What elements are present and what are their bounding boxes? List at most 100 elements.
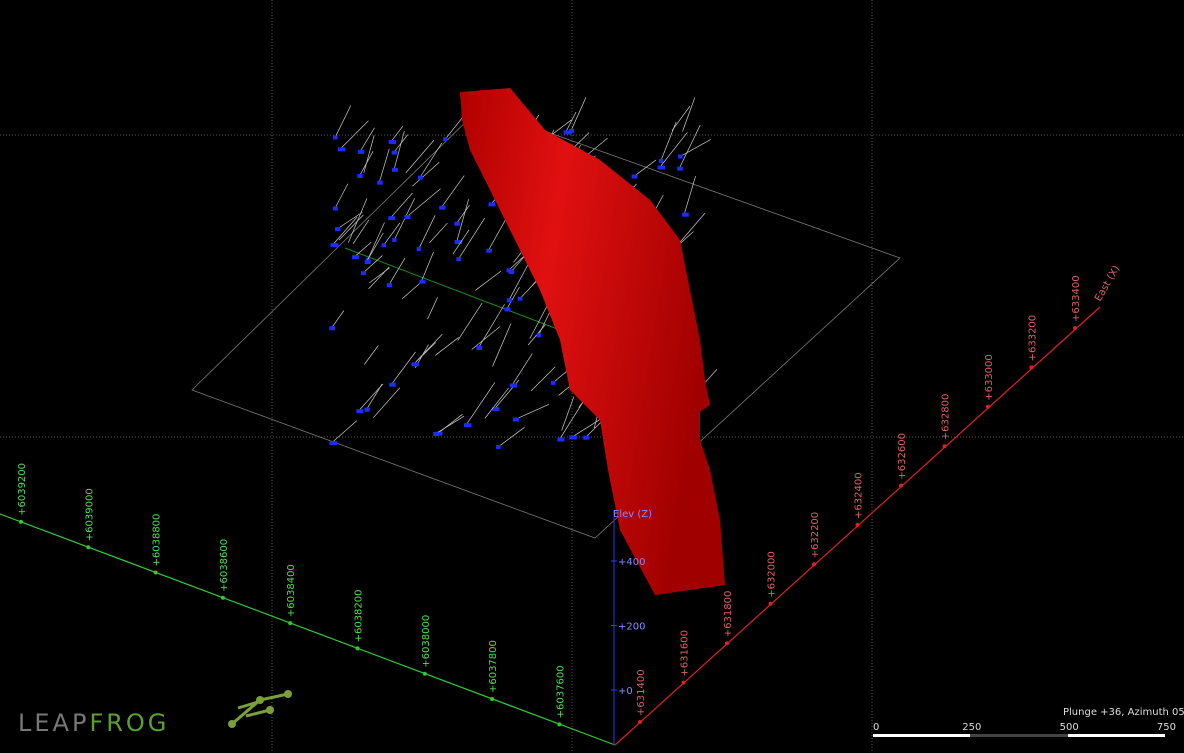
drillhole-sample [504, 307, 511, 312]
drillhole-sample [536, 333, 542, 338]
east-tick-label: +632600 [897, 433, 908, 480]
drillhole-sample [512, 417, 520, 422]
drillhole-trace [506, 286, 520, 310]
drillhole-trace [334, 105, 352, 138]
drillhole-sample [334, 227, 341, 232]
logo-icon [256, 696, 264, 704]
drillhole-sample [388, 216, 396, 221]
drillhole-trace [332, 216, 358, 246]
drillhole-sample [333, 135, 338, 140]
logo-part: LEAP [18, 709, 89, 737]
drillhole-sample [496, 444, 501, 449]
east-tick-label: +633400 [1071, 275, 1082, 322]
drillhole-trace [484, 387, 509, 419]
drillhole-trace [440, 175, 465, 208]
drillhole-trace [362, 255, 383, 274]
logo-icon [266, 706, 274, 714]
logo-icon [228, 720, 236, 728]
drillhole-trace [565, 111, 577, 133]
drillhole-sample [419, 279, 426, 284]
drillhole-sample [337, 147, 346, 152]
drillhole-trace [678, 124, 701, 169]
drillhole-trace [373, 387, 401, 418]
logo-icon [284, 690, 292, 698]
east-tick-label: +632000 [767, 551, 778, 598]
drillhole-trace [570, 97, 587, 132]
drillhole-sample [377, 180, 383, 185]
north-tick-label: +6038800 [152, 514, 163, 567]
drillhole-trace [511, 353, 533, 386]
drillhole-trace [359, 127, 375, 153]
drillhole-trace [401, 282, 421, 300]
drillhole-sample [352, 255, 359, 260]
drillhole-sample [583, 435, 590, 440]
drillhole-trace [571, 417, 604, 438]
drillhole-sample [329, 326, 336, 331]
north-axis-line [0, 513, 616, 746]
drillhole-trace [406, 188, 441, 218]
logo-text: LEAPFROG [18, 709, 169, 737]
drillhole-trace [390, 351, 416, 385]
drillhole-sample [417, 175, 423, 180]
drillhole-sample [392, 238, 397, 243]
drillhole-sample [357, 174, 363, 179]
drillhole-trace [456, 199, 469, 243]
drillhole-sample [569, 435, 577, 440]
east-tick-label: +633200 [1028, 315, 1039, 362]
east-tick [855, 523, 860, 527]
drillhole-sample [631, 174, 638, 179]
drillhole-trace [429, 222, 448, 244]
drillhole-trace [561, 396, 575, 431]
north-tick [557, 722, 562, 727]
north-tick-label: +6038000 [421, 615, 432, 668]
drillhole-sample [391, 150, 397, 155]
drillhole-trace [364, 345, 379, 365]
drillhole-sample [364, 260, 371, 265]
east-tick-label: +631400 [636, 669, 647, 716]
drillhole-trace [393, 198, 415, 241]
east-tick-label: +631800 [723, 591, 734, 638]
drillhole-sample [330, 243, 339, 248]
drillhole-sample [381, 243, 387, 248]
drillhole-trace [388, 257, 406, 286]
section-line [344, 247, 561, 331]
drillhole-trace [331, 420, 358, 444]
north-tick-label: +6037600 [555, 665, 566, 718]
drillhole-trace [458, 217, 486, 260]
drillhole-sample [568, 128, 575, 133]
drillhole-trace [435, 337, 459, 356]
drillhole-sample [517, 296, 523, 301]
scale-bar-label: 750 [1157, 722, 1176, 733]
logo: LEAPFROG [18, 690, 292, 737]
drillhole-trace [682, 97, 696, 132]
drillhole-sample [357, 149, 365, 154]
elev-tick-label: +200 [618, 622, 645, 633]
drillhole-sample [386, 283, 393, 288]
drillhole-sample [476, 345, 483, 350]
scale-bar-segment [1068, 734, 1165, 737]
north-tick [220, 595, 225, 600]
drillhole-sample [356, 409, 364, 414]
drillhole-trace [457, 302, 483, 341]
drillhole-trace [366, 383, 383, 410]
drillhole-sample [492, 407, 500, 412]
east-tick-label: +633000 [984, 354, 995, 401]
east-tick [1029, 365, 1034, 370]
drillhole-sample [557, 437, 565, 442]
drillhole-sample [435, 431, 443, 436]
north-tick-label: +6039000 [84, 488, 95, 541]
north-tick [288, 621, 293, 626]
east-tick-label: +632400 [854, 472, 865, 519]
north-tick [355, 646, 360, 651]
drillhole-trace [492, 323, 512, 367]
drillhole-sample [563, 130, 572, 135]
drillhole-trace [660, 121, 677, 162]
drillhole-trace [339, 120, 369, 150]
drillhole-trace [368, 266, 390, 290]
drillhole-sample [456, 257, 461, 262]
east-tick-label: +631600 [680, 630, 691, 677]
east-tick [1073, 326, 1077, 330]
drillhole-trace [390, 126, 404, 143]
east-tick-label: +632200 [810, 512, 821, 559]
east-tick [812, 562, 816, 567]
